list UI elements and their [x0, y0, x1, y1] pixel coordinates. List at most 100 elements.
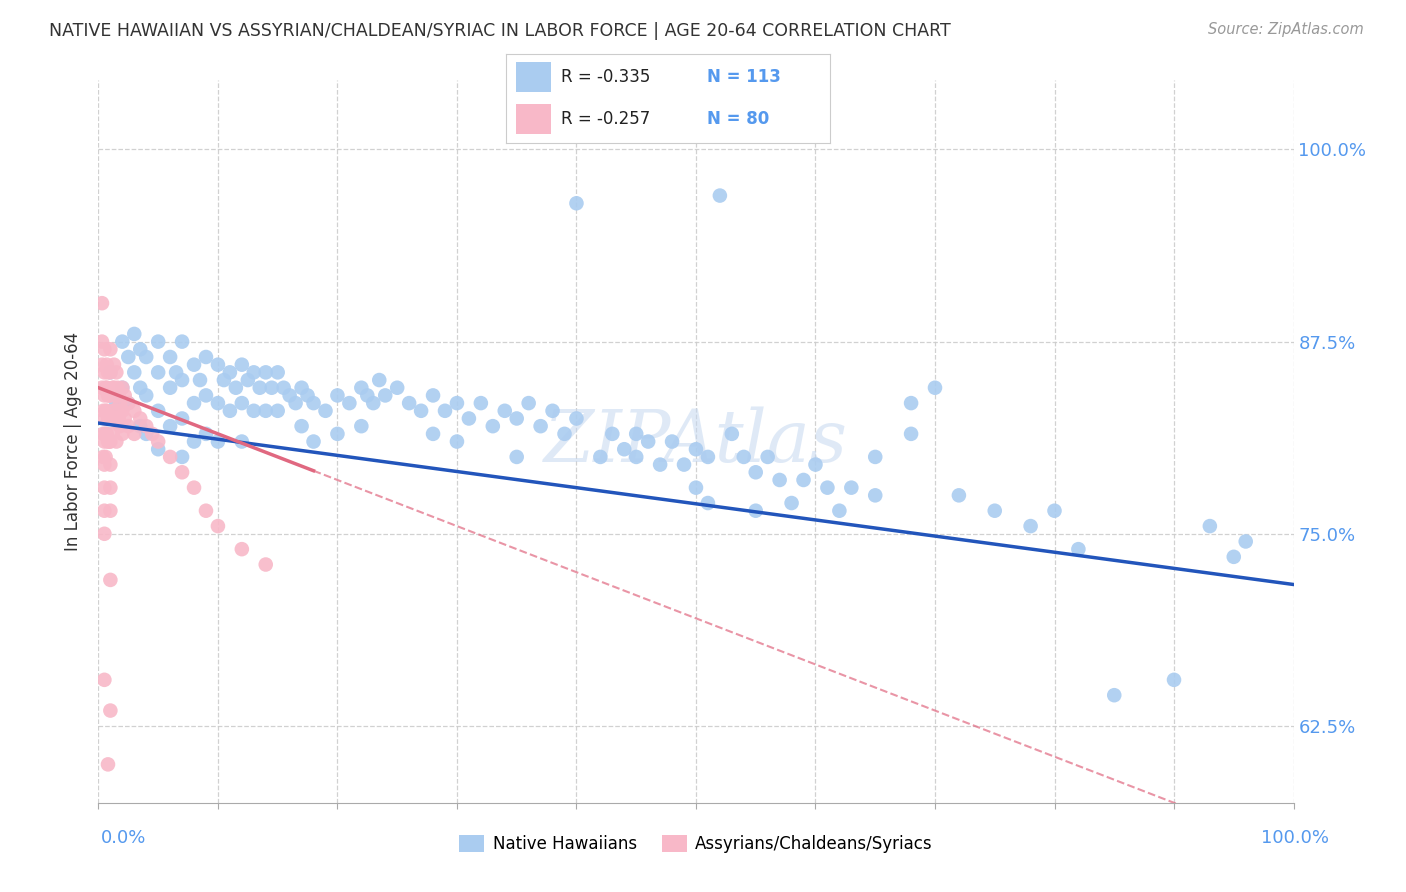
Point	[368, 373, 391, 387]
Point	[135, 388, 157, 402]
Point	[135, 419, 157, 434]
Point	[91, 334, 114, 349]
Point	[98, 365, 122, 379]
Point	[129, 343, 152, 357]
Point	[350, 381, 373, 395]
Point	[458, 411, 481, 425]
Point	[91, 404, 114, 418]
Point	[107, 381, 129, 395]
Point	[804, 458, 827, 472]
Point	[249, 381, 271, 395]
Point	[1234, 534, 1257, 549]
Point	[339, 396, 361, 410]
Y-axis label: In Labor Force | Age 20-64: In Labor Force | Age 20-64	[65, 332, 83, 551]
Point	[93, 388, 115, 402]
Point	[105, 388, 128, 402]
Point	[129, 381, 152, 395]
Point	[697, 496, 720, 510]
Point	[506, 411, 529, 425]
Point	[159, 450, 181, 464]
Point	[363, 396, 385, 410]
Point	[278, 388, 301, 402]
Point	[254, 404, 277, 418]
Point	[124, 426, 146, 441]
FancyBboxPatch shape	[516, 104, 551, 134]
Point	[183, 358, 205, 372]
Point	[685, 442, 707, 457]
Point	[93, 365, 115, 379]
Point	[273, 381, 295, 395]
Text: N = 113: N = 113	[707, 68, 780, 86]
Point	[96, 404, 118, 418]
Point	[96, 426, 118, 441]
Point	[101, 381, 124, 395]
Point	[780, 496, 803, 510]
Point	[93, 458, 115, 472]
Point	[626, 426, 648, 441]
Point	[94, 381, 117, 395]
Point	[422, 426, 444, 441]
Point	[648, 458, 672, 472]
Point	[385, 381, 409, 395]
Point	[756, 450, 779, 464]
Point	[231, 434, 253, 449]
Point	[661, 434, 683, 449]
Point	[103, 404, 125, 418]
Point	[1163, 673, 1185, 687]
Point	[117, 419, 139, 434]
Point	[107, 404, 129, 418]
Point	[97, 411, 120, 425]
Point	[107, 411, 129, 425]
Point	[1019, 519, 1042, 533]
Point	[613, 442, 636, 457]
Point	[111, 334, 134, 349]
Point	[111, 381, 134, 395]
Point	[105, 396, 128, 410]
Point	[865, 488, 887, 502]
Point	[105, 411, 128, 425]
Point	[188, 373, 211, 387]
Point	[302, 434, 325, 449]
Point	[709, 188, 731, 202]
Point	[219, 404, 242, 418]
Point	[745, 465, 768, 479]
Point	[98, 388, 122, 402]
Point	[148, 442, 170, 457]
Point	[104, 411, 127, 425]
Point	[110, 404, 132, 418]
Point	[291, 419, 314, 434]
Point	[98, 434, 122, 449]
Point	[212, 373, 235, 387]
Point	[685, 481, 707, 495]
Point	[117, 396, 139, 410]
Point	[111, 404, 134, 418]
Point	[494, 404, 516, 418]
Point	[105, 434, 128, 449]
Point	[924, 381, 946, 395]
Point	[541, 404, 564, 418]
Point	[1199, 519, 1222, 533]
Point	[1067, 542, 1090, 557]
Point	[554, 426, 576, 441]
Point	[159, 419, 181, 434]
Point	[91, 381, 114, 395]
Point	[98, 343, 122, 357]
Point	[97, 365, 120, 379]
Point	[129, 411, 152, 425]
Point	[446, 396, 468, 410]
Point	[326, 388, 349, 402]
Point	[98, 388, 121, 402]
Point	[236, 373, 259, 387]
Point	[231, 396, 253, 410]
Point	[865, 450, 887, 464]
Point	[101, 404, 124, 418]
Point	[114, 388, 136, 402]
Point	[697, 450, 720, 464]
Point	[768, 473, 790, 487]
Point	[984, 504, 1007, 518]
Point	[93, 434, 115, 449]
Point	[98, 411, 122, 425]
Point	[94, 404, 117, 418]
Point	[159, 350, 181, 364]
Point	[124, 365, 146, 379]
